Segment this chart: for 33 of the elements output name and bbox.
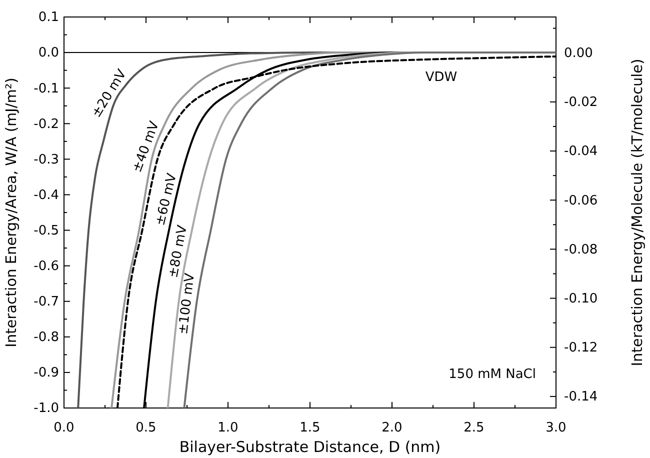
y2-tick-label: -0.06: [564, 193, 598, 208]
x-tick-label: 1.5: [300, 420, 320, 436]
y-tick-label: -0.1: [34, 81, 59, 96]
y2-axis-title: Interaction Energy/Molecule (kT/molecule): [630, 58, 646, 366]
y2-tick-label: -0.08: [564, 242, 598, 258]
y-tick-label: -0.8: [34, 330, 59, 346]
y-tick-label: 0.0: [38, 46, 59, 61]
y-tick-label: -1.0: [34, 401, 59, 416]
y-tick-label: -0.2: [34, 116, 59, 132]
y-tick-label: -0.9: [34, 366, 59, 381]
y-tick-label: -0.3: [34, 152, 59, 168]
x-tick-label: 2.5: [464, 420, 484, 436]
x-tick-label: 1.0: [218, 420, 238, 436]
y2-tick-label: -0.12: [564, 340, 598, 356]
y-tick-label: 0.1: [38, 10, 59, 26]
y-tick-label: -0.7: [34, 294, 59, 310]
x-tick-label: 3.0: [546, 420, 566, 436]
y2-tick-label: -0.10: [564, 291, 598, 306]
annotation: 150 mM NaCl: [448, 367, 536, 382]
x-tick-label: 0.5: [136, 420, 156, 436]
y2-tick-label: 0.00: [564, 46, 593, 61]
x-axis-title: Bilayer-Substrate Distance, D (nm): [179, 438, 441, 456]
x-tick-label: 0.0: [54, 420, 74, 436]
x-tick-label: 2.0: [382, 420, 402, 436]
series-label: VDW: [425, 70, 458, 85]
y-axis-title: Interaction Energy/Area, W/A (mJ/m²): [4, 78, 20, 348]
y-tick-label: -0.4: [34, 188, 59, 203]
y2-tick-label: -0.02: [564, 95, 598, 110]
y2-tick-label: -0.04: [564, 144, 598, 160]
text: ±40 mV: [130, 119, 163, 174]
y2-tick-label: -0.14: [564, 390, 598, 405]
y-tick-label: -0.5: [34, 223, 59, 238]
y-tick-label: -0.6: [34, 258, 59, 274]
